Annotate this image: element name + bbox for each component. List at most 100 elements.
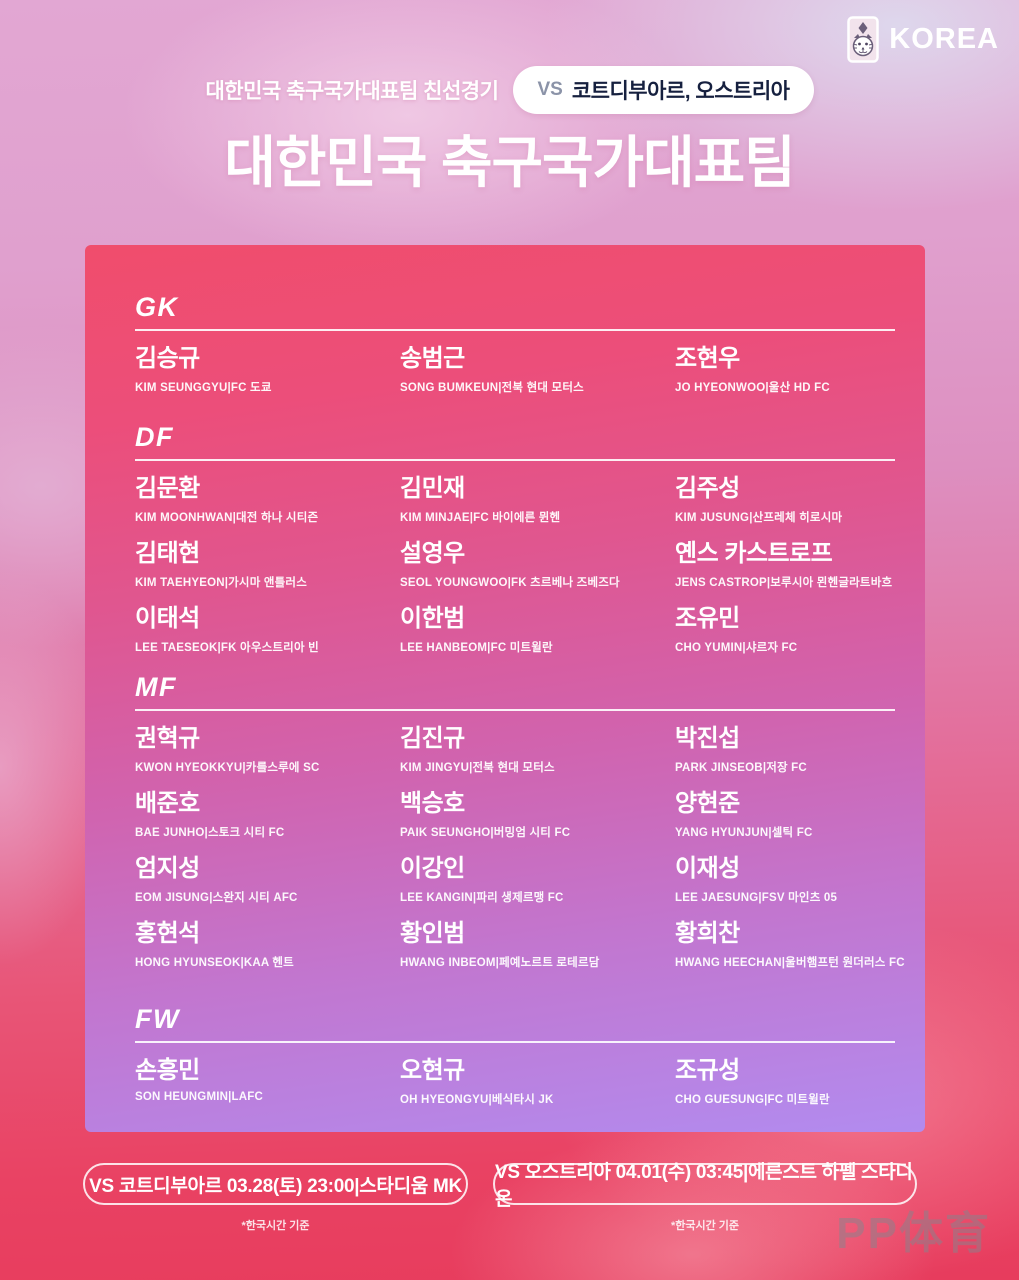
- player-detail: KIM JUSUNG|산프레체 히로시마: [675, 512, 843, 524]
- player-name: 양현준: [675, 790, 740, 817]
- korea-tiger-emblem-icon: [847, 16, 880, 63]
- player-name: 백승호: [400, 790, 465, 817]
- player-name: 송범근: [400, 345, 465, 372]
- section-divider: [135, 709, 895, 711]
- player-detail: HWANG INBEOM|페예노르트 로테르담: [400, 957, 600, 969]
- vs-label: VS: [537, 79, 563, 100]
- player-card: 조유민 CHO YUMIN|샤르자 FC: [675, 604, 895, 655]
- player-detail: EOM JISUNG|스완지 시티 AFC: [135, 892, 298, 904]
- player-card: 김주성 KIM JUSUNG|산프레체 히로시마: [675, 474, 895, 525]
- player-grid: 권혁규 KWON HYEOKKYU|카를스루에 SC 김진규 KIM JINGYU|전…: [135, 724, 905, 970]
- player-card: 조현우 JO HYEONWOO|울산 HD FC: [675, 344, 895, 395]
- player-detail: PAIK SEUNGHO|버밍엄 시티 FC: [400, 827, 571, 839]
- player-detail: LEE JAESUNG|FSV 마인츠 05: [675, 892, 838, 904]
- player-detail: SON HEUNGMIN|LAFC: [135, 1091, 264, 1103]
- player-card: 이강인 LEE KANGIN|파리 생제르맹 FC: [400, 854, 675, 905]
- player-name: 박진섭: [675, 725, 740, 752]
- player-detail: KWON HYEOKKYU|카를스루에 SC: [135, 762, 320, 774]
- player-name: 조현우: [675, 345, 740, 372]
- player-name: 김문환: [135, 475, 200, 502]
- player-detail: CHO GUESUNG|FC 미트윌란: [675, 1094, 830, 1106]
- section-label: DF: [135, 422, 174, 452]
- player-detail: YANG HYUNJUN|셀틱 FC: [675, 827, 813, 839]
- player-detail: SEOL YOUNGWOO|FK 츠르베나 즈베즈다: [400, 577, 620, 589]
- player-name: 황인범: [400, 920, 465, 947]
- player-name: 설영우: [400, 540, 465, 567]
- event-subtitle: 대한민국 축구국가대표팀 친선경기: [205, 80, 499, 103]
- player-detail: CHO YUMIN|샤르자 FC: [675, 642, 798, 654]
- roster-section-fw: FW 손흥민 SON HEUNGMIN|LAFC 오현규 OH HYEONGYU|베식타…: [135, 1003, 895, 1107]
- player-detail: HWANG HEECHAN|울버햄프턴 원더러스 FC: [675, 957, 905, 969]
- player-name: 조유민: [675, 605, 740, 632]
- player-name: 권혁규: [135, 725, 200, 752]
- player-name: 옌스 카스트로프: [675, 540, 833, 567]
- player-name: 황희찬: [675, 920, 740, 947]
- player-name: 엄지성: [135, 855, 200, 882]
- opponents-badge: VS 코트디부아르, 오스트리아: [513, 66, 814, 114]
- section-label: FW: [135, 1004, 180, 1034]
- player-detail: LEE HANBEOM|FC 미트윌란: [400, 642, 553, 654]
- player-card: 이한범 LEE HANBEOM|FC 미트윌란: [400, 604, 675, 655]
- section-label: MF: [135, 672, 177, 702]
- player-detail: PARK JINSEOB|저장 FC: [675, 762, 807, 774]
- brand-name: KOREA: [889, 23, 999, 55]
- player-name: 조규성: [675, 1057, 740, 1084]
- player-name: 김진규: [400, 725, 465, 752]
- player-detail: JENS CASTROP|보루시아 묀헨글라트바흐: [675, 577, 893, 589]
- subheader: 대한민국 축구국가대표팀 친선경기 VS 코트디부아르, 오스트리아: [0, 66, 1019, 114]
- player-name: 김주성: [675, 475, 740, 502]
- player-detail: KIM SEUNGGYU|FC 도쿄: [135, 382, 272, 394]
- player-name: 김승규: [135, 345, 200, 372]
- player-detail: KIM MINJAE|FC 바이에른 뮌헨: [400, 512, 561, 524]
- schedule-note-cotedivoire: *한국시간 기준: [241, 1220, 310, 1232]
- player-detail: KIM MOONHWAN|대전 하나 시티즌: [135, 512, 319, 524]
- player-card: 오현규 OH HYEONGYU|베식타시 JK: [400, 1056, 675, 1107]
- player-card: 옌스 카스트로프 JENS CASTROP|보루시아 묀헨글라트바흐: [675, 539, 895, 590]
- player-detail: BAE JUNHO|스토크 시티 FC: [135, 827, 285, 839]
- section-divider: [135, 1041, 895, 1043]
- player-detail: LEE TAESEOK|FK 아우스트리아 빈: [135, 642, 319, 654]
- roster-section-df: DF 김문환 KIM MOONHWAN|대전 하나 시티즌 김민재 KIM MINJAE…: [135, 421, 895, 655]
- schedule-note-austria: *한국시간 기준: [670, 1220, 740, 1232]
- player-card: 이재성 LEE JAESUNG|FSV 마인츠 05: [675, 854, 905, 905]
- player-card: 김진규 KIM JINGYU|전북 현대 모터스: [400, 724, 675, 775]
- player-detail: JO HYEONWOO|울산 HD FC: [675, 382, 830, 394]
- player-name: 배준호: [135, 790, 200, 817]
- player-card: 설영우 SEOL YOUNGWOO|FK 츠르베나 즈베즈다: [400, 539, 675, 590]
- player-card: 김민재 KIM MINJAE|FC 바이에른 뮌헨: [400, 474, 675, 525]
- player-detail: SONG BUMKEUN|전북 현대 모터스: [400, 382, 584, 394]
- player-card: 배준호 BAE JUNHO|스토크 시티 FC: [135, 789, 400, 840]
- schedule-pill-austria: VS 오스트리아 04.01(수) 03:45|에른스트 하펠 스타디온: [493, 1162, 917, 1210]
- player-grid: 김승규 KIM SEUNGGYU|FC 도쿄 송범근 SONG BUMKEUN|전북 …: [135, 344, 895, 395]
- watermark: PP体育: [836, 1209, 991, 1258]
- player-card: 황희찬 HWANG HEECHAN|울버햄프턴 원더러스 FC: [675, 919, 905, 970]
- player-name: 이강인: [400, 855, 465, 882]
- player-card: 이태석 LEE TAESEOK|FK 아우스트리아 빈: [135, 604, 400, 655]
- player-card: 권혁규 KWON HYEOKKYU|카를스루에 SC: [135, 724, 400, 775]
- player-detail: LEE KANGIN|파리 생제르맹 FC: [400, 892, 564, 904]
- roster-panel: GK 김승규 KIM SEUNGGYU|FC 도쿄 송범근 SONG BUMKEUN|전…: [85, 245, 925, 1132]
- player-detail: OH HYEONGYU|베식타시 JK: [400, 1094, 554, 1106]
- player-grid: 손흥민 SON HEUNGMIN|LAFC 오현규 OH HYEONGYU|베식타시 …: [135, 1056, 895, 1107]
- player-card: 엄지성 EOM JISUNG|스완지 시티 AFC: [135, 854, 400, 905]
- brand: KOREA: [847, 16, 999, 63]
- player-card: 손흥민 SON HEUNGMIN|LAFC: [135, 1056, 400, 1107]
- player-grid: 김문환 KIM MOONHWAN|대전 하나 시티즌 김민재 KIM MINJAE|F…: [135, 474, 895, 655]
- player-name: 이한범: [400, 605, 465, 632]
- player-card: 백승호 PAIK SEUNGHO|버밍엄 시티 FC: [400, 789, 675, 840]
- page-title: 대한민국 축구국가대표팀: [224, 131, 795, 194]
- player-name: 오현규: [400, 1057, 465, 1084]
- player-card: 황인범 HWANG INBEOM|페예노르트 로테르담: [400, 919, 675, 970]
- roster-section-gk: GK 김승규 KIM SEUNGGYU|FC 도쿄 송범근 SONG BUMKEUN|전…: [135, 291, 895, 395]
- section-divider: [135, 459, 895, 461]
- player-card: 김승규 KIM SEUNGGYU|FC 도쿄: [135, 344, 400, 395]
- player-card: 송범근 SONG BUMKEUN|전북 현대 모터스: [400, 344, 675, 395]
- roster-section-mf: MF 권혁규 KWON HYEOKKYU|카를스루에 SC 김진규 KIM JINGYU…: [135, 671, 905, 970]
- player-detail: HONG HYUNSEOK|KAA 헨트: [135, 957, 294, 969]
- player-name: 홍현석: [135, 920, 200, 947]
- player-card: 김태현 KIM TAEHYEON|가시마 앤틀러스: [135, 539, 400, 590]
- player-card: 김문환 KIM MOONHWAN|대전 하나 시티즌: [135, 474, 400, 525]
- opponents-label: 코트디부아르, 오스트리아: [571, 80, 790, 103]
- section-divider: [135, 329, 895, 331]
